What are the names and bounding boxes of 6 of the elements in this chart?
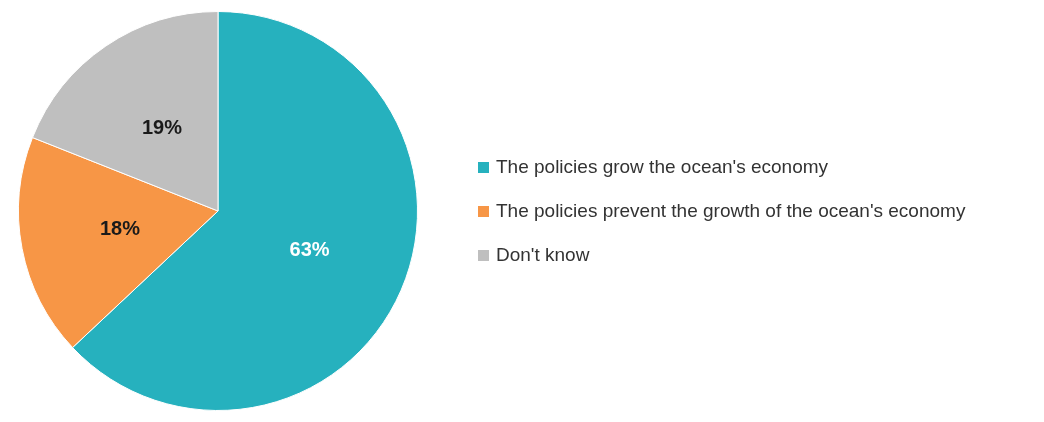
data-label: 19% — [141, 116, 183, 139]
legend-label: Don't know — [496, 244, 590, 266]
data-label: 63% — [289, 238, 330, 261]
legend-label: The policies grow the ocean's economy — [496, 156, 829, 178]
data-label: 18% — [100, 217, 141, 240]
legend-label: The policies prevent the growth of the ocean's economy — [496, 200, 966, 222]
